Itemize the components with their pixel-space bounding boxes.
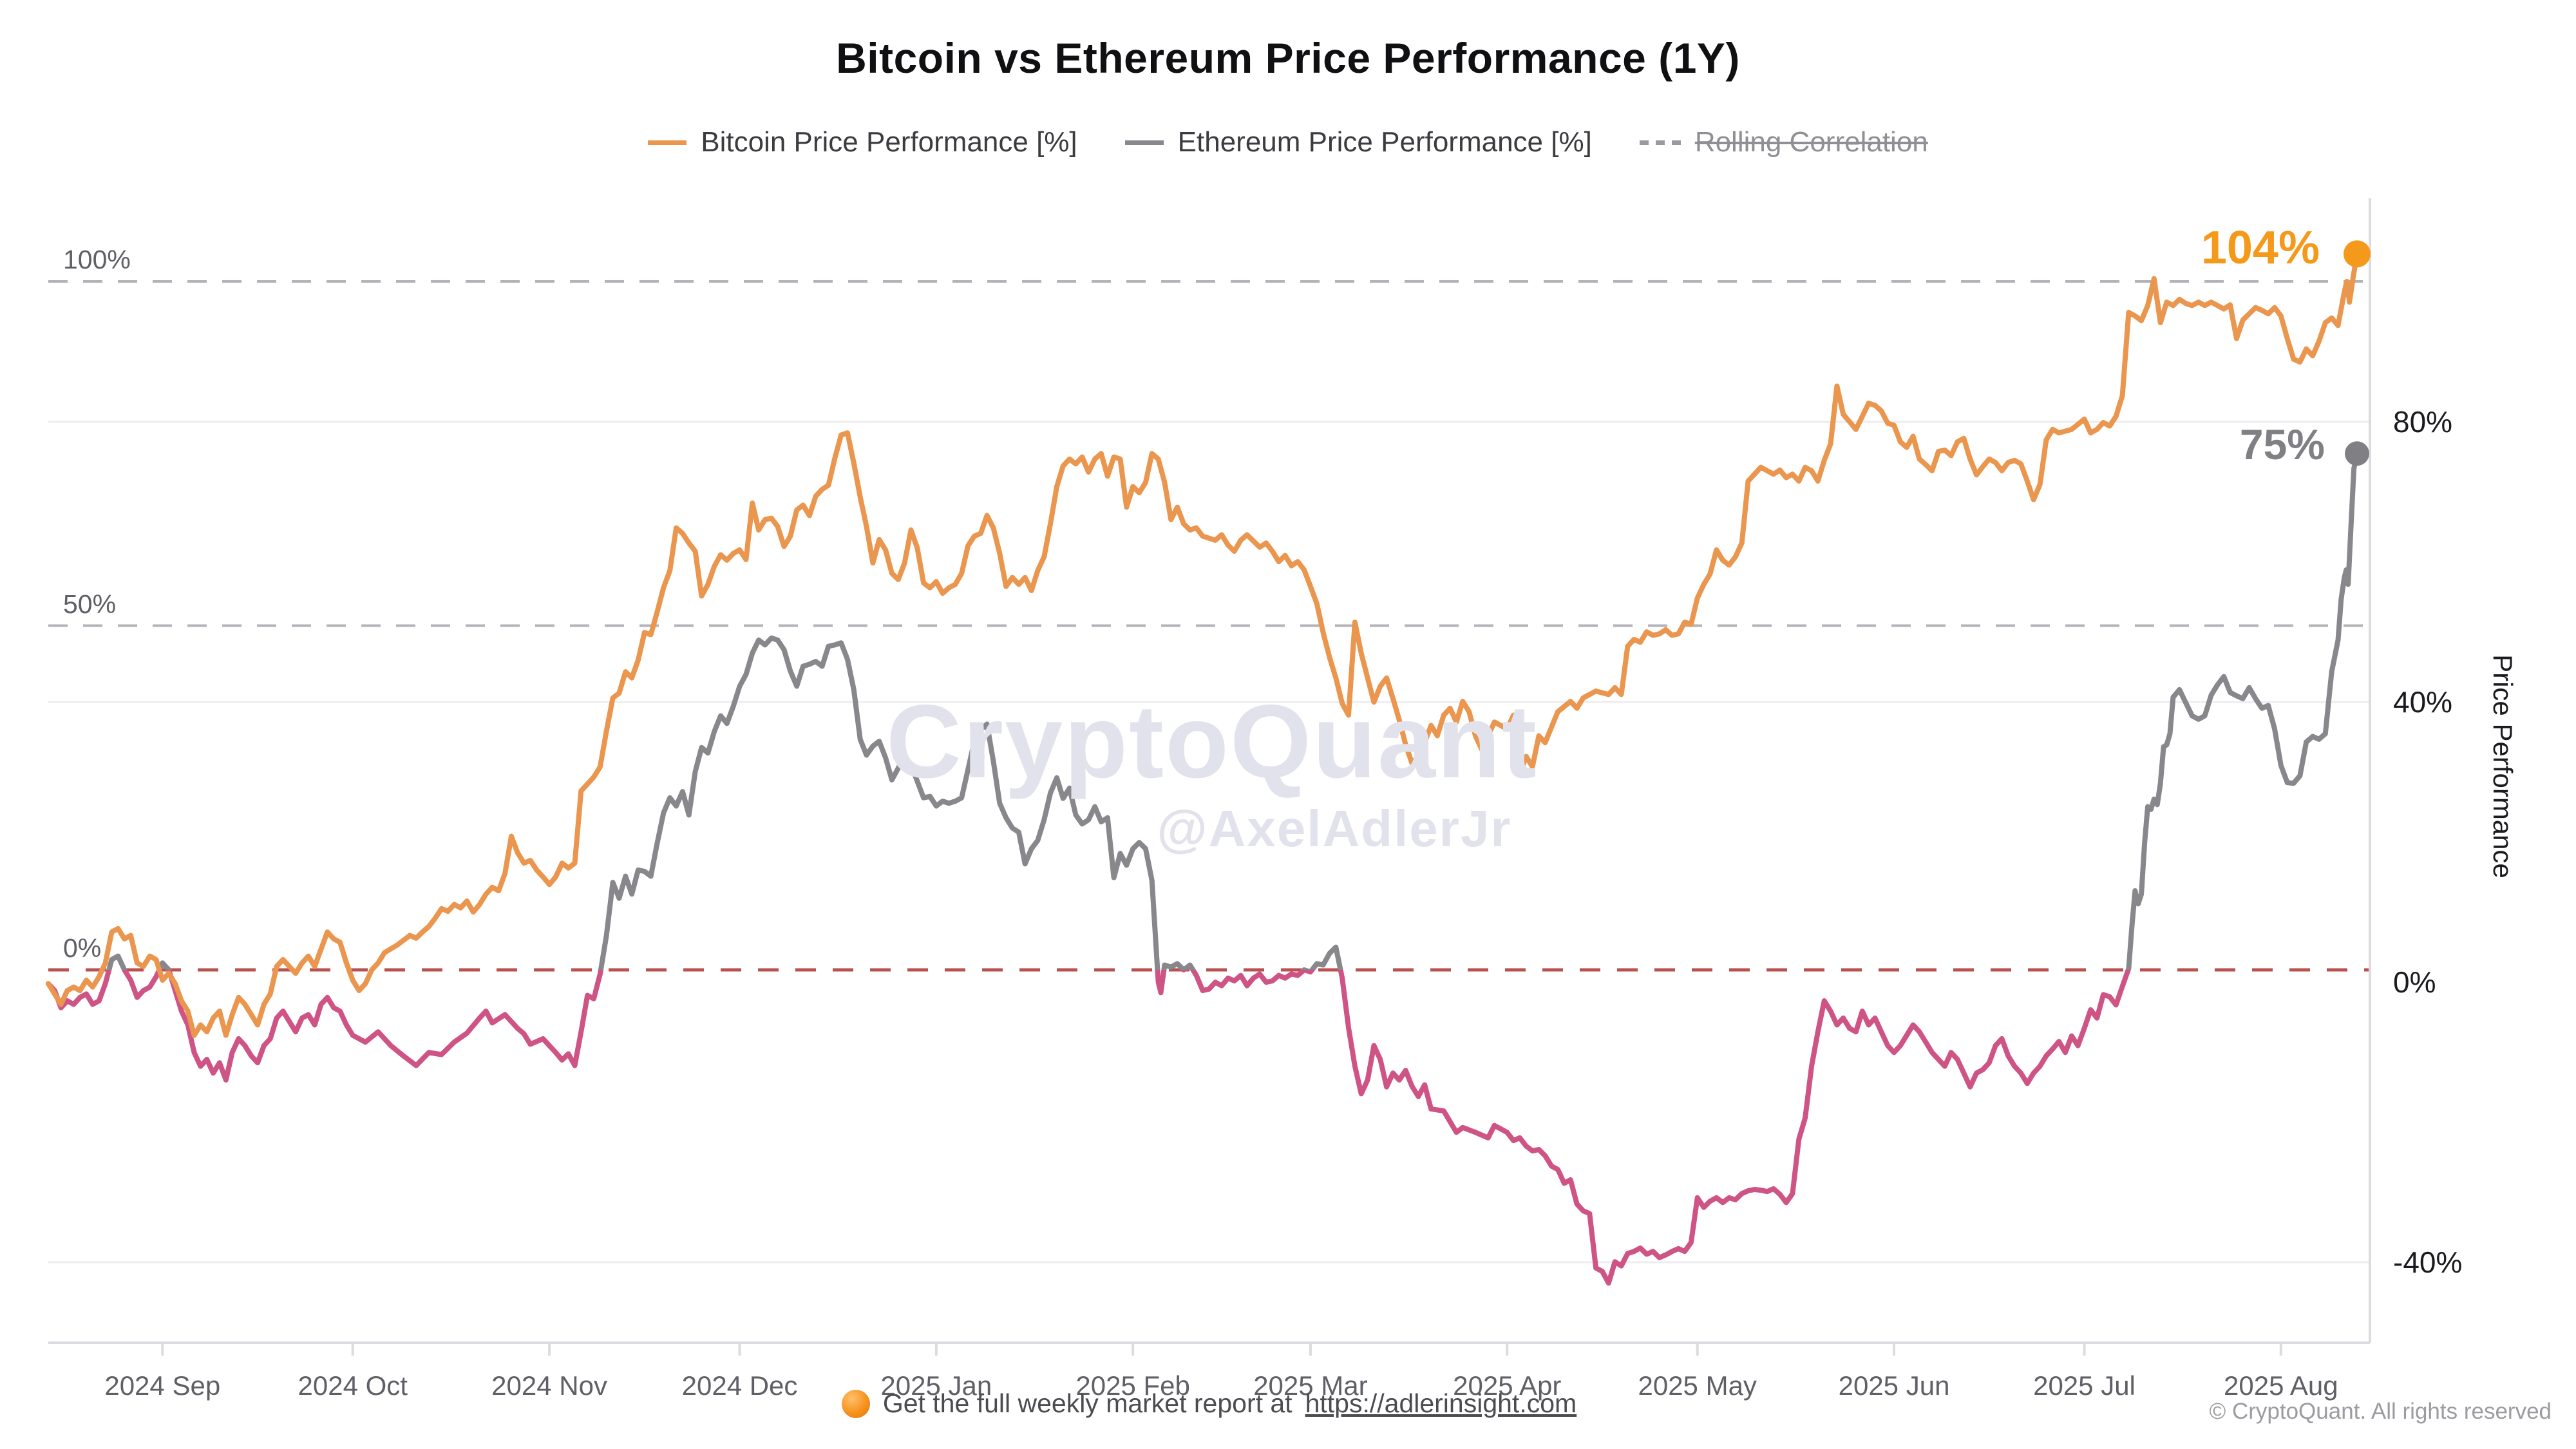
btc-end-dot: [2344, 240, 2371, 268]
left-axis-tick-label: 100%: [63, 245, 131, 274]
x-axis-month-label: 2024 Dec: [681, 1370, 798, 1401]
x-axis-month-label: 2025 Feb: [1075, 1370, 1190, 1401]
x-axis-month-label: 2025 Apr: [1453, 1370, 1562, 1401]
left-axis-tick-label: 0%: [63, 933, 102, 963]
footer-link[interactable]: https://adlerinsight.com: [1305, 1388, 1577, 1418]
author-watermark: @AxelAdlerJr: [1157, 800, 1512, 857]
legend-item-rolling-correlation[interactable]: Rolling Correlation: [1639, 126, 1928, 158]
btc-end-value-annotation: 104%: [2201, 222, 2320, 274]
legend-label-rolling-correlation: Rolling Correlation: [1694, 126, 1928, 158]
legend-label-bitcoin: Bitcoin Price Performance [%]: [701, 126, 1077, 158]
eth-end-dot: [2345, 441, 2369, 466]
x-axis-month-label: 2024 Sep: [104, 1370, 221, 1401]
x-axis-month-label: 2025 Jul: [2033, 1370, 2136, 1401]
legend-label-ethereum: Ethereum Price Performance [%]: [1177, 126, 1592, 158]
legend-item-ethereum[interactable]: Ethereum Price Performance [%]: [1124, 126, 1592, 158]
rolling-correlation-dashed-swatch-icon: [1639, 140, 1681, 145]
ethereum-line-below-zero[interactable]: [46, 453, 2357, 1286]
footer: Get the full weekly market report at htt…: [48, 1388, 2370, 1419]
x-axis-month-label: 2025 Jan: [880, 1370, 992, 1401]
orange-circle-icon: [841, 1389, 870, 1418]
copyright-notice: © CryptoQuant. All rights reserved: [2209, 1399, 2552, 1424]
x-axis-month-label: 2024 Nov: [491, 1370, 607, 1401]
x-axis-month-label: 2024 Oct: [298, 1370, 408, 1401]
x-axis-month-label: 2025 Aug: [2224, 1370, 2338, 1401]
page-title: Bitcoin vs Ethereum Price Performance (1…: [836, 34, 1740, 82]
footer-text: Get the full weekly market report at: [882, 1388, 1293, 1418]
ethereum-line-swatch-icon: [1124, 140, 1164, 145]
cryptoquant-watermark: CryptoQuant: [886, 683, 1538, 800]
bitcoin-line-swatch-icon: [648, 140, 687, 145]
right-axis-tick-label: 40%: [2393, 685, 2453, 719]
x-axis-month-label: 2025 Mar: [1253, 1370, 1368, 1401]
x-axis-month-label: 2025 May: [1638, 1370, 1757, 1401]
legend-item-bitcoin[interactable]: Bitcoin Price Performance [%]: [648, 126, 1077, 158]
right-axis-tick-label: 0%: [2393, 965, 2436, 999]
right-axis-tick-label: 80%: [2393, 405, 2453, 439]
bitcoin-line[interactable]: [46, 251, 2360, 1038]
eth-end-value-annotation: 75%: [2239, 421, 2325, 468]
right-axis-tick-label: -40%: [2393, 1245, 2463, 1279]
right-axis-title: Price Performance: [2488, 654, 2518, 878]
legend: Bitcoin Price Performance [%] Ethereum P…: [0, 126, 2576, 158]
ethereum-line[interactable]: [48, 451, 2360, 1283]
x-axis-month-label: 2025 Jun: [1838, 1370, 1950, 1401]
left-axis-tick-label: 50%: [63, 589, 117, 619]
